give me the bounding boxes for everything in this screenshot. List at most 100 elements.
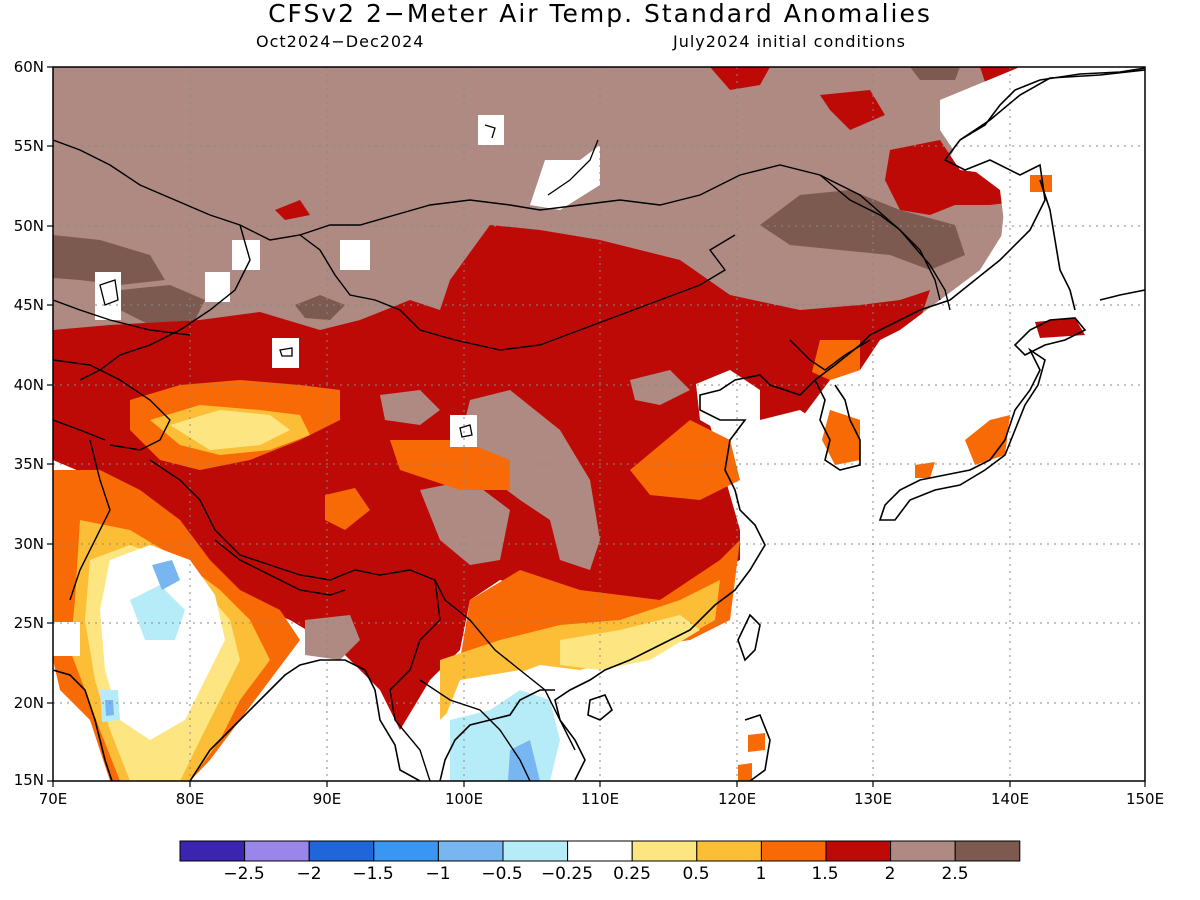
- colorbar-swatch: [437, 840, 504, 862]
- coastline-korea: [814, 379, 861, 471]
- colorbar-swatch: [696, 840, 762, 862]
- coastlines: [53, 67, 1145, 781]
- color-scale-bar: [179, 840, 1021, 862]
- lon-label-90e: 90E: [312, 790, 342, 808]
- coastline-hainan: [587, 694, 613, 721]
- lake-baikal-outline: [547, 139, 599, 196]
- colorbar-swatch: [890, 840, 956, 862]
- lat-label-30n: 30N: [13, 535, 44, 553]
- anomaly-region-darkbrown-5: [295, 295, 345, 320]
- anomaly-region-white-india: [100, 545, 225, 740]
- lake-baikal: [530, 145, 600, 210]
- anomaly-region-lightblue-india: [130, 585, 185, 640]
- lat-label-20n: 20N: [13, 694, 44, 712]
- lake-issyk: [272, 338, 299, 368]
- lon-label-110e: 110E: [580, 790, 620, 808]
- lat-label-50n: 50N: [13, 217, 44, 235]
- colorbar-label-2-5: 2.5: [941, 864, 969, 884]
- anomaly-region-orange-east: [630, 420, 740, 500]
- border-mongolia-china: [299, 234, 736, 351]
- coastline-luzon: [744, 714, 771, 781]
- kyushu-patch: [915, 462, 935, 478]
- colorbar-swatch: [825, 840, 892, 862]
- coastline-india-west: [53, 669, 113, 781]
- anomaly-region-darkred-n4: [275, 200, 310, 220]
- colorbar-label-neg0-25: −0.25: [540, 864, 594, 884]
- lake-balkhash-w: [95, 272, 121, 320]
- lat-label-35n: 35N: [13, 455, 44, 473]
- colorbar-swatch: [631, 840, 698, 862]
- lake-qinghai-outline: [459, 424, 473, 438]
- anomaly-region-brown-north: [53, 67, 1020, 370]
- coastline-east-asia: [554, 69, 1145, 781]
- border-central-asia: [53, 359, 171, 451]
- anomaly-region-darkred-n1: [710, 67, 770, 90]
- taiwan-patch: [748, 733, 765, 752]
- colorbar-label-neg0-5: −0.5: [481, 864, 523, 884]
- anomaly-region-yellow-west: [170, 410, 290, 450]
- honshu-patch: [965, 415, 1010, 465]
- anomaly-region-brown-west: [380, 390, 440, 425]
- border-kazakhstan: [53, 299, 191, 336]
- lat-label-55n: 55N: [13, 137, 44, 155]
- colorbar-swatch: [760, 840, 827, 862]
- anomaly-region-darkbrown-2: [53, 235, 165, 285]
- grid-lines: [53, 67, 1145, 781]
- lat-label-60n: 60N: [13, 58, 44, 76]
- korea-south-patch: [822, 410, 860, 465]
- lat-label-25n: 25N: [13, 614, 44, 632]
- colorbar-label-1: 1: [755, 864, 767, 884]
- initial-conditions: July2024 initial conditions: [673, 32, 906, 51]
- lake-north-outline: [484, 124, 496, 139]
- coastline-kamchatka: [1099, 289, 1145, 301]
- colorbar-swatch: [244, 840, 310, 862]
- lakes: [99, 124, 599, 438]
- lon-label-120e: 120E: [717, 790, 757, 808]
- pacific-ocean: [740, 67, 1145, 781]
- colorbar-label-2: 2: [884, 864, 896, 884]
- map-frame: [52, 66, 1146, 782]
- colorbar-label-0-25: 0.25: [613, 864, 651, 884]
- lake-baikal-north: [478, 115, 504, 145]
- coastline-taiwan: [737, 613, 761, 662]
- colorbar-label-neg1: −1: [425, 864, 451, 884]
- lon-label-130e: 130E: [853, 790, 893, 808]
- colorbar-swatch: [179, 840, 246, 862]
- coastline-japan-honshu: [878, 347, 1046, 521]
- anomaly-region-yellow-se: [560, 615, 700, 670]
- border-russia-south: [53, 139, 951, 311]
- border-nepal: [214, 539, 346, 596]
- coastline-india-east: [189, 659, 421, 781]
- luzon-patch: [738, 763, 752, 781]
- anomaly-region-blue-indochina: [508, 740, 540, 781]
- coastline-okhotsk: [959, 67, 1145, 141]
- colorbar-label-neg1-5: −1.5: [352, 864, 394, 884]
- forecast-period: Oct2024−Dec2024: [256, 32, 425, 51]
- lake-issyk-outline: [279, 347, 293, 357]
- country-borders: [53, 139, 951, 781]
- colorbar-swatch: [502, 840, 569, 862]
- lon-label-70e: 70E: [38, 790, 68, 808]
- coastline-sakhalin: [1039, 179, 1076, 311]
- anomaly-region-brown-tibet: [460, 390, 600, 570]
- anomaly-region-brown-ne: [630, 370, 690, 405]
- anomaly-region-darkbrown-3: [120, 285, 205, 325]
- lon-label-80e: 80E: [175, 790, 205, 808]
- border-pakistan: [69, 439, 111, 601]
- coastline-hokkaido: [1013, 317, 1087, 356]
- colorbar-swatch: [954, 840, 1021, 862]
- colorbar-swatch: [567, 840, 633, 862]
- border-china-west: [79, 224, 251, 381]
- border-korea-china: [789, 339, 871, 371]
- lake-hovsgol: [340, 240, 370, 270]
- lat-label-45n: 45N: [13, 296, 44, 314]
- coast-gap-w: [53, 622, 80, 656]
- colorbar-swatch: [373, 840, 439, 862]
- anomaly-region-orange-center: [390, 440, 510, 490]
- anomaly-region-darkred-n3: [820, 90, 885, 130]
- anomaly-region-darkbrown-4: [910, 67, 960, 80]
- lon-label-150e: 150E: [1125, 790, 1165, 808]
- axis-ticks: [47, 66, 1146, 787]
- anomaly-region-blue-india: [152, 560, 180, 590]
